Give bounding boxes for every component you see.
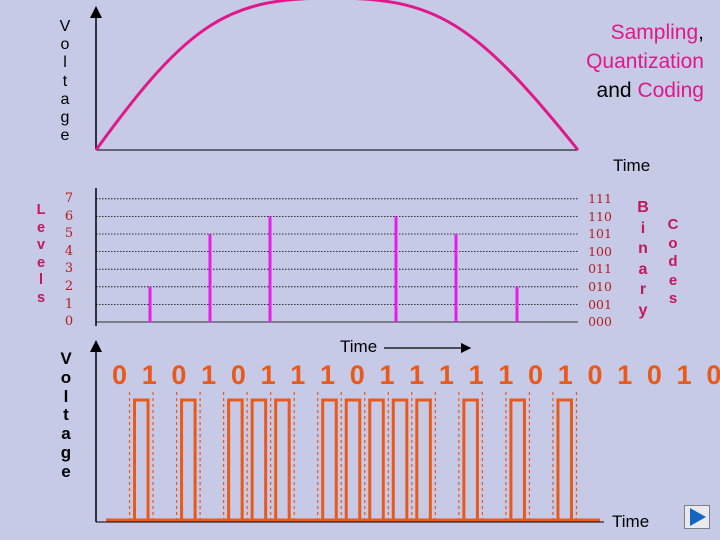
level-number: 5: [64, 226, 74, 242]
title-and: and: [596, 79, 632, 102]
level-number: 1: [64, 296, 74, 312]
binary-label-letter: i: [640, 219, 646, 237]
binary-label-letter: y: [638, 301, 648, 319]
sample-lines: [148, 216, 519, 322]
voltage-label-letter: V: [59, 18, 71, 35]
title-quantization: Quantization: [586, 50, 704, 73]
time-label-middle: Time: [340, 337, 378, 356]
level-number: 2: [64, 278, 74, 294]
codes-label-letter: C: [667, 216, 679, 233]
voltage-label-letter: l: [63, 54, 67, 72]
binary-label-letter: r: [639, 281, 647, 298]
binary-code-list: 111 110 101 100 011 010 001 000: [584, 190, 616, 331]
title-coding: Coding: [637, 79, 704, 102]
codes-label-letter: o: [668, 234, 678, 252]
level-number: 0: [64, 314, 74, 330]
play-button[interactable]: [684, 505, 710, 529]
levels-label-letter: e: [36, 254, 46, 271]
binary-code: 100: [588, 243, 612, 259]
voltage-label-letter: t: [63, 405, 69, 425]
binary-label-letter: B: [637, 199, 649, 216]
time-label-top: Time: [613, 156, 651, 175]
voltage-label-letter: g: [60, 442, 72, 462]
binary-code: 011: [588, 261, 612, 277]
binary-label-letter: n: [638, 240, 648, 257]
voltage-label-letter: a: [61, 424, 71, 444]
bit-dividers: [128, 392, 578, 522]
binary-label-letter: a: [638, 260, 648, 278]
voltage-label-letter: a: [60, 90, 70, 108]
time-label-bottom: Time: [612, 512, 650, 531]
slide-title: Sampling, Quantization and Coding: [586, 18, 704, 105]
voltage-label-letter: t: [62, 72, 68, 90]
voltage-label-letter: o: [60, 36, 70, 54]
title-sampling: Sampling: [610, 21, 699, 44]
binary-code: 010: [588, 278, 612, 294]
binary-code: 000: [588, 314, 612, 330]
quantization-grid: [96, 198, 578, 323]
binary-code: 110: [588, 208, 612, 224]
level-number: 7: [64, 191, 74, 206]
analog-signal-curve: [94, 0, 580, 151]
levels-label-letter: e: [36, 219, 46, 236]
level-number: 3: [64, 261, 74, 277]
voltage-label-letter: g: [60, 109, 70, 127]
codes-label-letter: e: [668, 271, 678, 289]
title-comma: ,: [698, 21, 704, 44]
voltage-label-letter: V: [60, 349, 72, 368]
codes-label-letter: d: [668, 253, 678, 270]
digital-waveform: [106, 398, 600, 522]
levels-label-letter: s: [36, 289, 46, 306]
voltage-label-letter: l: [63, 386, 69, 406]
binary-code: 101: [588, 226, 612, 242]
voltage-label-letter: e: [61, 461, 71, 481]
voltage-label-letter: o: [60, 367, 72, 387]
level-number: 6: [64, 208, 74, 224]
levels-label-letter: L: [36, 202, 46, 218]
binary-code: 111: [588, 191, 612, 206]
level-number: 4: [64, 243, 74, 259]
levels-label-letter: v: [36, 237, 46, 254]
levels-label-letter: l: [38, 272, 44, 289]
play-icon: [684, 505, 710, 529]
codes-label-letter: s: [668, 290, 678, 307]
binary-code: 001: [588, 296, 612, 312]
bit-stream-text: 0 1 0 1 0 1 1 1 0 1 1 1 1 1 0 1 0 1 0 1 …: [112, 360, 720, 390]
voltage-label-letter: e: [60, 127, 70, 145]
